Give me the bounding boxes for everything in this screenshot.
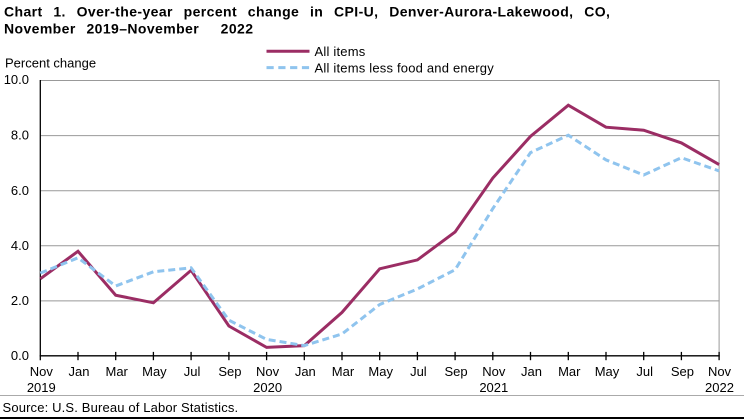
svg-text:Nov: Nov — [30, 364, 54, 379]
svg-text:8.0: 8.0 — [11, 128, 29, 143]
svg-text:Nov: Nov — [482, 364, 506, 379]
svg-text:November 2019–November 2022: November 2019–November 2022 — [4, 21, 253, 37]
svg-text:Jul: Jul — [184, 364, 201, 379]
svg-text:Source: U.S. Bureau of Labor S: Source: U.S. Bureau of Labor Statistics. — [3, 400, 239, 415]
svg-text:Chart 1. Over-the-year percent: Chart 1. Over-the-year percent change in… — [4, 4, 610, 20]
svg-text:6.0: 6.0 — [11, 183, 29, 198]
svg-text:Mar: Mar — [332, 364, 355, 379]
svg-text:2022: 2022 — [705, 380, 734, 395]
svg-text:May: May — [595, 364, 620, 379]
svg-text:Jul: Jul — [636, 364, 653, 379]
svg-text:Jan: Jan — [69, 364, 90, 379]
svg-text:Percent change: Percent change — [5, 56, 96, 71]
svg-text:May: May — [142, 364, 167, 379]
svg-text:2019: 2019 — [27, 380, 56, 395]
svg-text:All items: All items — [315, 44, 366, 59]
svg-text:Sep: Sep — [671, 364, 694, 379]
svg-text:2021: 2021 — [479, 380, 508, 395]
svg-text:2.0: 2.0 — [11, 293, 29, 308]
svg-text:Nov: Nov — [708, 364, 732, 379]
svg-text:Sep: Sep — [445, 364, 468, 379]
svg-text:Nov: Nov — [256, 364, 280, 379]
svg-text:Mar: Mar — [106, 364, 129, 379]
svg-text:Jul: Jul — [410, 364, 427, 379]
svg-text:0.0: 0.0 — [11, 348, 29, 363]
svg-text:All items less food and energy: All items less food and energy — [315, 61, 495, 76]
svg-text:10.0: 10.0 — [4, 72, 29, 87]
svg-text:Jan: Jan — [521, 364, 542, 379]
svg-text:Sep: Sep — [218, 364, 241, 379]
svg-text:Mar: Mar — [558, 364, 581, 379]
svg-text:Jan: Jan — [295, 364, 316, 379]
svg-text:May: May — [368, 364, 393, 379]
svg-text:2020: 2020 — [253, 380, 282, 395]
svg-text:4.0: 4.0 — [11, 238, 29, 253]
